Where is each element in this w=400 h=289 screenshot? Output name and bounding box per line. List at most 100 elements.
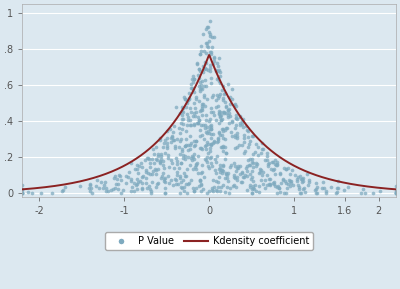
Point — [154, 182, 160, 187]
Point — [199, 112, 205, 117]
Point — [162, 151, 168, 155]
Point — [162, 179, 168, 184]
Point — [216, 93, 222, 98]
Point — [138, 186, 145, 191]
Point — [321, 185, 328, 190]
Point — [134, 187, 140, 192]
Point — [179, 147, 185, 151]
Point — [123, 174, 130, 178]
Point — [191, 139, 197, 143]
Point — [160, 145, 166, 149]
Point — [128, 177, 135, 181]
Point — [180, 110, 186, 114]
Point — [207, 116, 213, 121]
Point — [234, 166, 240, 171]
Point — [182, 97, 188, 101]
Point — [260, 170, 266, 175]
Point — [160, 163, 166, 168]
Point — [223, 104, 230, 109]
Point — [201, 48, 208, 53]
Point — [283, 181, 289, 185]
Point — [217, 185, 224, 190]
Point — [306, 178, 313, 182]
Point — [170, 138, 177, 142]
Point — [280, 177, 286, 181]
Point — [102, 189, 109, 194]
Point — [135, 171, 141, 176]
Point — [155, 151, 162, 156]
Point — [223, 151, 230, 155]
Point — [180, 105, 186, 110]
Point — [166, 181, 172, 186]
Point — [217, 166, 223, 171]
Point — [216, 189, 223, 194]
Point — [208, 81, 214, 86]
Point — [214, 179, 221, 184]
Point — [131, 189, 137, 194]
Point — [226, 120, 232, 125]
Point — [220, 163, 226, 168]
Point — [126, 170, 132, 175]
Point — [249, 175, 255, 179]
Point — [206, 189, 212, 193]
Point — [259, 173, 265, 177]
Point — [183, 137, 190, 142]
Point — [224, 173, 230, 177]
Point — [253, 161, 260, 165]
Point — [313, 181, 319, 186]
Point — [246, 163, 252, 168]
Point — [134, 177, 140, 181]
Point — [196, 134, 203, 138]
Point — [168, 135, 174, 140]
Point — [233, 115, 240, 120]
Point — [249, 187, 255, 192]
Point — [270, 179, 277, 184]
Point — [258, 177, 264, 182]
Point — [242, 173, 248, 177]
Point — [275, 183, 281, 188]
Point — [224, 125, 230, 130]
Point — [219, 127, 226, 131]
Point — [166, 165, 172, 169]
Point — [335, 178, 342, 183]
Point — [138, 175, 145, 179]
Point — [205, 163, 212, 168]
Point — [182, 173, 188, 178]
Point — [232, 163, 238, 168]
Point — [234, 144, 240, 149]
Point — [208, 136, 214, 140]
Point — [208, 50, 214, 55]
Point — [194, 73, 201, 78]
Point — [234, 117, 240, 121]
Point — [154, 154, 161, 158]
Point — [314, 185, 321, 189]
Point — [102, 186, 109, 190]
Point — [210, 177, 216, 182]
Point — [265, 164, 271, 168]
Point — [194, 115, 201, 120]
Point — [248, 191, 255, 195]
Point — [215, 185, 222, 190]
Point — [178, 120, 184, 125]
Point — [264, 183, 270, 188]
Point — [273, 162, 280, 167]
Point — [180, 155, 186, 160]
Point — [196, 117, 202, 122]
Point — [220, 183, 226, 187]
Point — [217, 163, 223, 167]
Point — [238, 180, 244, 185]
Point — [253, 188, 259, 193]
Point — [158, 151, 165, 156]
Point — [198, 122, 204, 127]
Point — [203, 84, 209, 89]
Point — [220, 145, 226, 150]
Point — [199, 163, 205, 167]
Point — [211, 138, 217, 143]
Point — [287, 183, 293, 188]
Point — [88, 186, 94, 190]
Point — [193, 186, 200, 191]
Point — [215, 68, 222, 73]
Point — [255, 152, 261, 157]
Point — [19, 187, 26, 192]
Point — [185, 155, 191, 160]
